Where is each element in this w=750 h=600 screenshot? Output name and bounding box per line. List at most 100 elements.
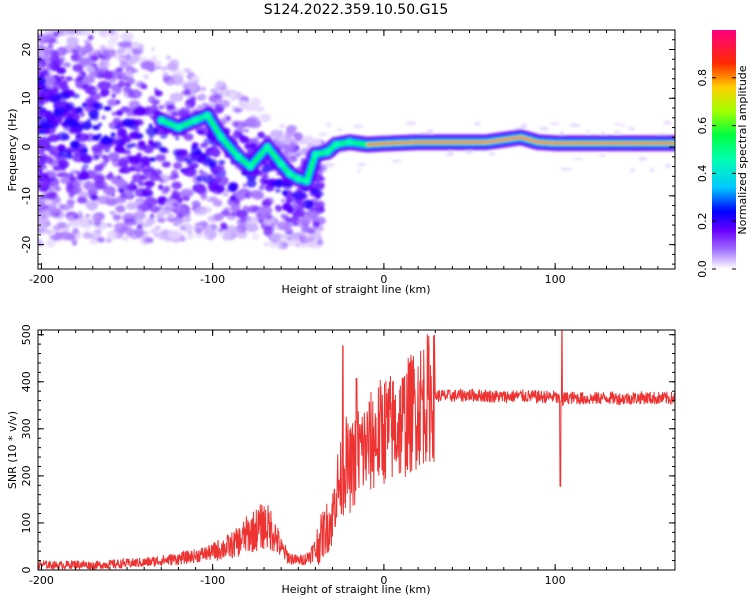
snr-y-tick-label: 0 (20, 567, 33, 574)
spectrogram-blob (323, 162, 335, 168)
spectrogram-blob (38, 91, 53, 102)
spectrogram-blob (300, 147, 310, 156)
spectrogram-blob (202, 176, 214, 184)
spectrogram-blob (239, 128, 245, 133)
spectrogram-blob (131, 54, 140, 63)
spectrogram-blob (239, 135, 250, 144)
spectrogram-blob (49, 53, 59, 63)
colorbar-tick-label: 0.2 (696, 212, 709, 230)
spectrogram-blob (82, 231, 94, 239)
spectrogram-content (38, 30, 675, 250)
spectrogram-blob (159, 208, 169, 216)
spectrogram-blob (218, 176, 229, 186)
snr-x-axis-label: Height of straight line (km) (281, 583, 430, 596)
spectrogram-blob (136, 208, 143, 213)
spectrogram-blob (66, 233, 76, 241)
spectrogram-blob (101, 115, 106, 120)
spectrogram-blob (210, 148, 221, 158)
spectrogram-blob (114, 124, 121, 130)
spectrogram-blob (121, 136, 132, 143)
spectrogram-blob (120, 106, 130, 113)
spectrogram-blob (521, 123, 528, 129)
snr-ticks: -200 -100 0 100 0 100 200 300 400 500 (20, 324, 676, 587)
spectrogram-y-tick-label: 0 (20, 144, 33, 151)
spectrogram-blob (664, 163, 671, 169)
spectrogram-blob (128, 100, 141, 110)
spectrogram-blob (148, 157, 156, 162)
spectrogram-blob (81, 169, 86, 173)
spectrogram-blob (209, 236, 214, 241)
spectrogram-blob (190, 75, 201, 82)
snr-panel: -200 -100 0 100 0 100 200 300 400 500 Height of s… (6, 324, 676, 596)
spectrogram-blob (159, 146, 168, 153)
spectrogram-blob (214, 80, 224, 88)
spectrogram-blob (165, 104, 176, 111)
spectrogram-blob (99, 136, 113, 146)
spectrogram-blob (126, 183, 133, 190)
spectrogram-blob (99, 60, 110, 69)
spectrogram-blob (43, 67, 50, 73)
spectrogram-blob (78, 212, 84, 217)
spectrogram-blob (225, 116, 231, 121)
spectrogram-blob (91, 144, 103, 153)
spectrogram-blob (171, 189, 179, 197)
spectrogram-peak (157, 116, 165, 124)
spectrogram-blob (117, 42, 124, 47)
spectrogram-blob (211, 184, 225, 195)
spectrogram-blob (93, 214, 99, 218)
spectrogram-blob (144, 186, 150, 191)
spectrogram-x-tick-label: -100 (200, 273, 225, 286)
spectrogram-peak (303, 177, 311, 185)
spectrogram-blob (47, 86, 51, 90)
spectrogram-blob (98, 238, 105, 243)
spectrogram-blob (585, 130, 592, 133)
spectrogram-blob (120, 166, 132, 174)
spectrogram-blob (193, 206, 208, 216)
spectrogram-peak (286, 170, 294, 178)
spectrogram-blob (180, 236, 186, 242)
spectrogram-blob (249, 142, 258, 150)
spectrogram-blob (136, 224, 144, 229)
spectrogram-blob (60, 75, 66, 80)
spectrogram-blob (46, 229, 52, 234)
spectrogram-blob (243, 129, 250, 133)
spectrogram-peak (263, 143, 271, 151)
spectrogram-blob (67, 77, 73, 81)
spectrogram-blob (293, 132, 303, 141)
spectrogram-blob (302, 219, 310, 224)
spectrogram-blob (234, 107, 241, 113)
spectrogram-blob (111, 176, 124, 185)
spectrogram-blob (287, 240, 296, 247)
spectrogram-blob (214, 164, 225, 172)
spectrogram-blob (281, 225, 290, 231)
spectrogram-blob (173, 174, 180, 179)
spectrogram-blob (174, 69, 185, 77)
spectrogram-blob (61, 134, 71, 141)
spectrogram-blob (151, 99, 159, 106)
spectrogram-blob (106, 230, 117, 240)
spectrogram-blob (569, 123, 581, 128)
spectrogram-blob (173, 162, 183, 170)
spectrogram-blob (93, 212, 105, 221)
spectrogram-blob (281, 198, 285, 203)
spectrogram-blob (186, 232, 195, 240)
spectrogram-y-tick-label: 20 (20, 43, 33, 57)
spectrogram-blob (191, 145, 196, 149)
snr-x-tick-label: 0 (380, 574, 387, 587)
spectrogram-blob (90, 30, 98, 34)
spectrogram-blob (316, 240, 324, 246)
spectrogram-blob (130, 180, 136, 185)
spectrogram-blob (119, 61, 130, 69)
spectrogram-blob (613, 130, 622, 134)
spectrogram-blob (155, 225, 161, 230)
spectrogram-blob (80, 155, 85, 160)
spectrogram-blob (38, 50, 45, 56)
spectrogram-x-tick-label: -200 (29, 273, 54, 286)
spectrogram-blob (138, 202, 153, 212)
spectrogram-blob (154, 233, 160, 238)
spectrogram-blob (280, 213, 287, 219)
spectrogram-blob (209, 223, 218, 231)
spectrogram-blob (77, 73, 83, 78)
spectrogram-blob (62, 62, 72, 68)
spectrogram-blob (115, 67, 124, 73)
